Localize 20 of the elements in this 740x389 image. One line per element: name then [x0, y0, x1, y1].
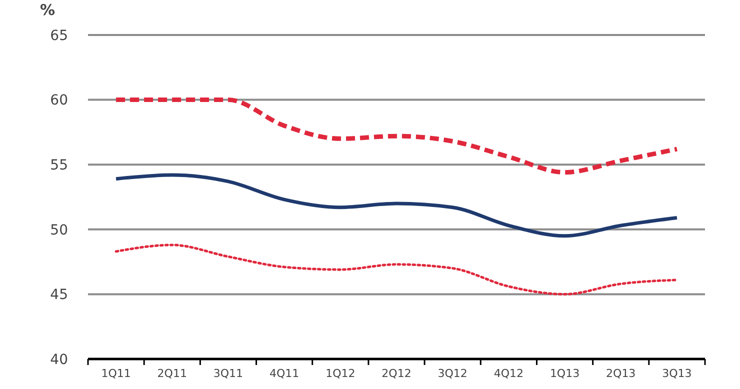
x-tick-label: 3Q13: [662, 367, 692, 380]
x-tick-label: 1Q11: [101, 367, 131, 380]
y-tick-label: 40: [50, 352, 68, 368]
line-series: [114, 244, 678, 296]
x-tick-label: 2Q12: [382, 367, 412, 380]
line-series: [114, 173, 679, 238]
x-tick-label: 2Q11: [157, 367, 187, 380]
y-tick-label: 45: [50, 287, 68, 304]
x-tick-label: 3Q12: [438, 367, 468, 380]
y-tick-label: 55: [50, 158, 68, 174]
x-tick-label: 2Q13: [606, 367, 636, 380]
x-tick-label: 4Q12: [494, 367, 524, 380]
x-tick-label: 1Q12: [326, 367, 356, 380]
y-axis-title: %: [40, 1, 56, 19]
x-tick-label: 4Q11: [269, 367, 300, 380]
y-tick-label: 60: [50, 92, 68, 109]
y-tick-label: 50: [50, 222, 68, 238]
y-tick-label: 65: [50, 28, 68, 44]
x-tick-label: 1Q13: [550, 367, 580, 380]
x-tick-label: 3Q11: [213, 367, 244, 380]
